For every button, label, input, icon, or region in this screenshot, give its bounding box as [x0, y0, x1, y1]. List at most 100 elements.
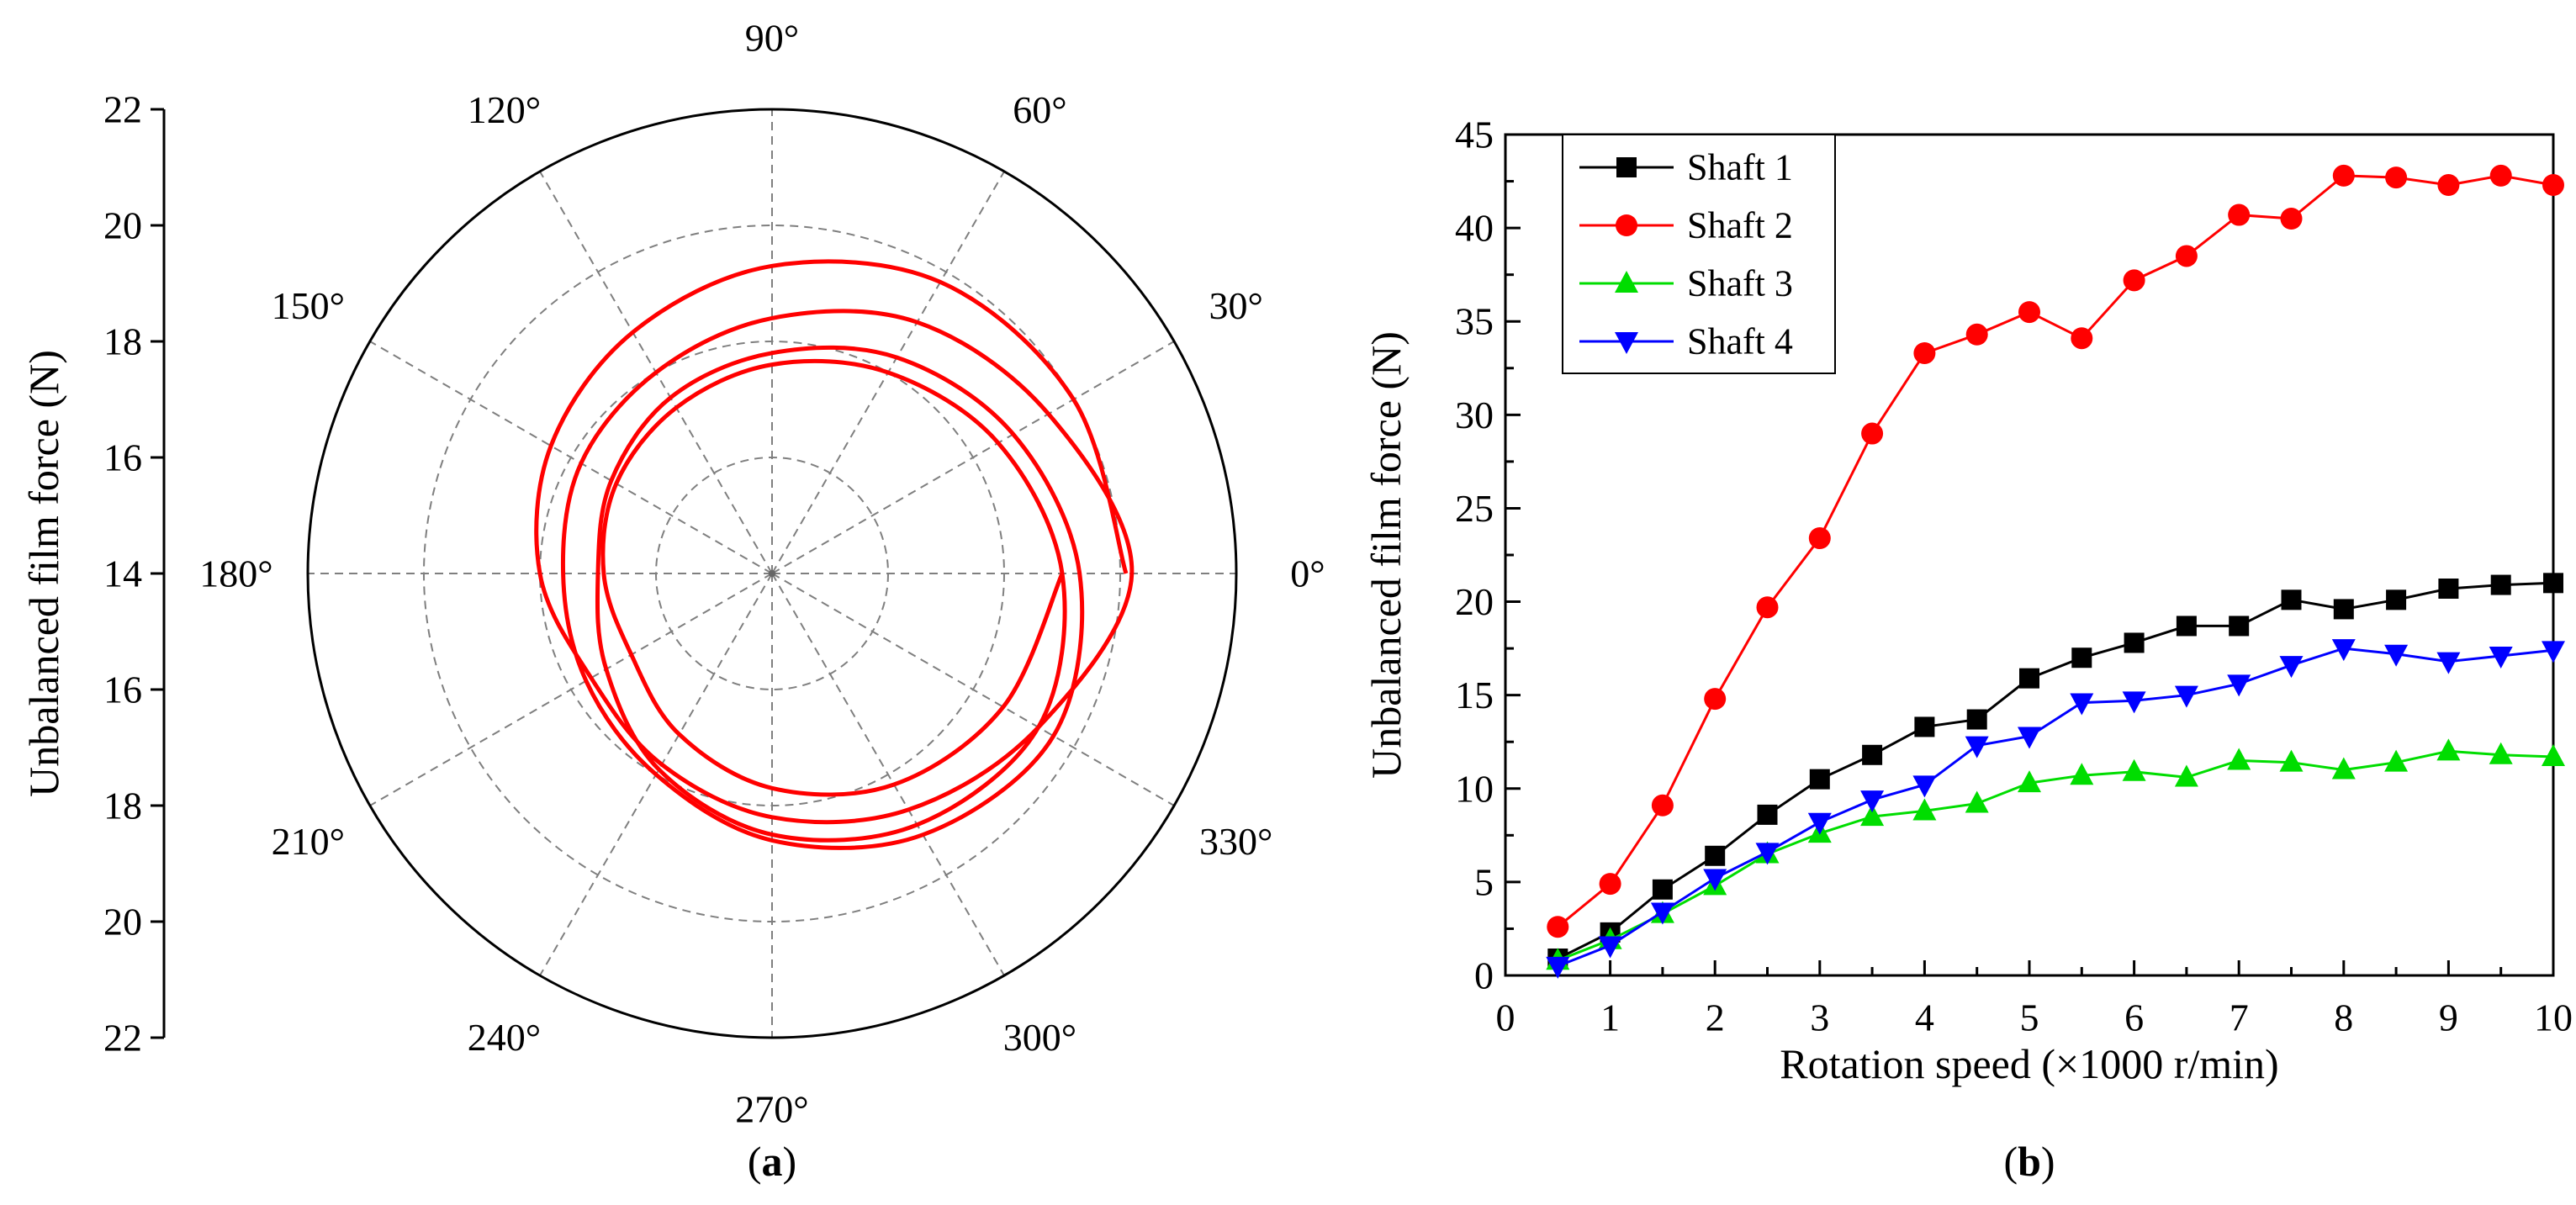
shaft-3-point	[2227, 748, 2251, 770]
shaft-4-point	[1860, 790, 1885, 813]
polar-center-point	[769, 570, 775, 577]
shaft-4-point	[2122, 691, 2146, 714]
shaft-3-point	[2174, 764, 2198, 787]
radial-scale-tick-label: 18	[103, 785, 142, 827]
shaft-2-legend-marker	[1616, 214, 1637, 236]
shaft-3-point	[1912, 798, 1937, 821]
panel-a-caption: (a)	[748, 1138, 796, 1185]
shaft-1-point	[2386, 589, 2407, 610]
y-tick-label: 5	[1474, 860, 1494, 903]
shaft-2-point	[1808, 527, 1831, 549]
y-tick-label: 20	[1455, 580, 1494, 623]
shaft-3-point	[2436, 738, 2461, 761]
y-tick-label: 25	[1455, 487, 1494, 530]
polar-angle-label: 180°	[199, 552, 272, 595]
shaft-1-legend-marker	[1616, 157, 1637, 177]
x-tick-label: 6	[2124, 996, 2144, 1039]
shaft-2-point	[1913, 342, 1936, 364]
shaft-1-point	[2071, 647, 2092, 669]
shaft-2-point	[1599, 873, 1621, 896]
x-tick-label: 10	[2534, 996, 2573, 1039]
shaft-4-point	[2070, 693, 2094, 716]
shaft-4-point	[2227, 674, 2251, 697]
y-tick-label: 30	[1455, 394, 1494, 436]
radial-scale-tick-label: 20	[103, 901, 142, 943]
polar-angle-label: 30°	[1209, 284, 1262, 327]
radial-scale-tick-label: 20	[103, 204, 142, 247]
x-tick-label: 1	[1600, 996, 1620, 1039]
shaft-2-point	[2437, 174, 2460, 196]
radial-scale-tick-label: 18	[103, 320, 142, 363]
shaft-1-point	[1809, 769, 1830, 790]
shaft-3-point	[1860, 804, 1885, 827]
polar-radial-scale: 22 20 18 16 14 16 18 20 22	[103, 88, 166, 1060]
shaft-4-point	[2384, 644, 2409, 667]
x-tick-label: 4	[1915, 996, 1934, 1039]
shaft-3-point	[2542, 744, 2565, 766]
x-axis-label: Rotation speed (×1000 r/min)	[1780, 1040, 2278, 1087]
polar-angle-label: 0°	[1290, 552, 1325, 595]
y-tick-label: 15	[1455, 674, 1494, 716]
line-chart-series	[1546, 164, 2565, 979]
shaft-4-point	[2542, 641, 2565, 663]
shaft-1-point	[2229, 616, 2250, 637]
shaft-1-point	[1966, 709, 1987, 730]
y-axis-ticks: 0 5 10 15 20 25 30 35 40 45	[1455, 114, 1521, 997]
x-tick-label: 5	[2020, 996, 2039, 1039]
shaft-3-point	[2384, 749, 2409, 772]
shaft-1-point	[2333, 599, 2354, 620]
shaft-1-legend-label: Shaft 1	[1687, 147, 1793, 188]
shaft-2-point	[2175, 245, 2198, 267]
shaft-4-point	[1650, 902, 1674, 925]
shaft-3-line	[1557, 749, 2554, 962]
polar-outer-circle	[306, 108, 1238, 1039]
legend: Shaft 1 Shaft 2 Shaft 3 Shaft 4	[1562, 134, 1836, 374]
shaft-1-point	[2124, 632, 2145, 653]
shaft-2-point	[1756, 596, 1779, 619]
polar-angle-labels: 0° 30° 60° 90° 120° 150° 180° 210° 240° 270° 300° 3…	[199, 17, 1325, 1131]
shaft-2-point	[2489, 164, 2512, 187]
radial-scale-tick-label: 22	[103, 1017, 142, 1060]
shaft-4-point	[2279, 656, 2304, 679]
y-axis-label: Unbalanced film force (N)	[1362, 331, 1410, 779]
shaft-2-point	[1547, 916, 1569, 938]
polar-angle-label: 270°	[735, 1088, 808, 1131]
shaft-2-series	[1547, 164, 2564, 938]
shaft-1-point	[2019, 668, 2039, 689]
shaft-3-point	[1965, 790, 1989, 813]
shaft-1-point	[2438, 579, 2459, 599]
y-tick-label: 0	[1474, 954, 1494, 997]
shaft-1-point	[2176, 616, 2197, 637]
radial-scale-tick-label: 16	[103, 669, 142, 711]
shaft-3-point	[2279, 749, 2304, 772]
polar-grid-spoke	[771, 573, 1005, 976]
shaft-3-series	[1546, 738, 2565, 970]
shaft-1-point	[1862, 744, 1883, 765]
radial-scale-tick-label: 22	[103, 88, 142, 131]
radial-scale-tick-label: 14	[103, 552, 142, 595]
shaft-2-point	[2123, 269, 2145, 292]
shaft-1-point	[2543, 573, 2563, 594]
shaft-2-point	[2542, 174, 2564, 196]
polar-angle-label: 120°	[468, 88, 541, 131]
shaft-3-legend-marker	[1615, 271, 1638, 293]
shaft-4-point	[1703, 869, 1727, 891]
polar-grid-spoke	[771, 341, 1175, 574]
radial-scale-tick-label: 16	[103, 436, 142, 479]
polar-angle-label: 240°	[468, 1016, 541, 1059]
polar-series-line	[534, 259, 1135, 850]
y-tick-label: 40	[1455, 207, 1494, 250]
shaft-1-point	[2281, 589, 2302, 610]
shaft-4-point	[1598, 936, 1622, 959]
shaft-3-point	[2070, 763, 2094, 785]
shaft-3-point	[2489, 742, 2513, 764]
polar-angle-label: 330°	[1199, 820, 1272, 863]
shaft-4-series	[1546, 639, 2565, 979]
x-tick-label: 3	[1810, 996, 1829, 1039]
shaft-1-point	[1914, 716, 1935, 737]
y-tick-label: 10	[1455, 767, 1494, 810]
shaft-1-series	[1547, 573, 2563, 969]
shaft-4-point	[1546, 956, 1570, 979]
